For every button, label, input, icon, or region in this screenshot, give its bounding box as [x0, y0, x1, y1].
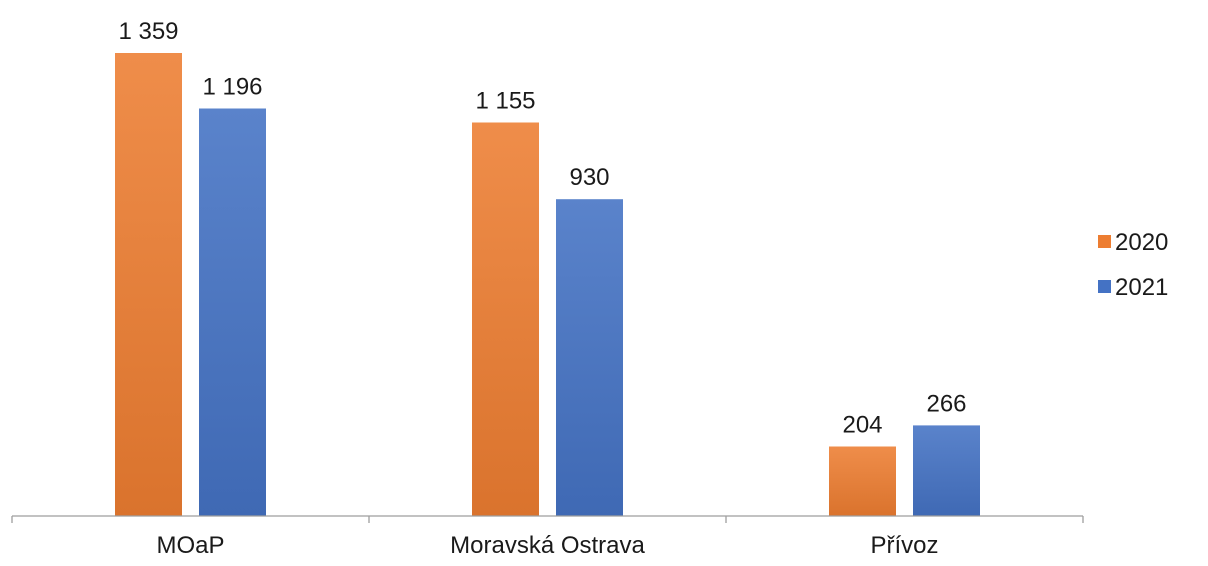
x-axis: MOaP Moravská Ostrava Přívoz — [11, 515, 1084, 559]
data-label: 266 — [926, 390, 966, 417]
x-tick-label: Přívoz — [870, 532, 938, 559]
data-label: 204 — [842, 412, 882, 439]
bars-layer — [115, 53, 980, 516]
bar-2021-1 — [556, 199, 623, 516]
bar-2021-0 — [199, 108, 266, 516]
legend-label: 2020 — [1115, 229, 1168, 256]
bar-2020-2 — [829, 446, 896, 516]
data-label: 1 359 — [118, 18, 178, 45]
data-labels-layer: 1 359 1 196 1 155 930 204 266 — [118, 18, 966, 439]
legend-swatch-2020 — [1098, 235, 1111, 248]
legend-label: 2021 — [1115, 274, 1168, 301]
legend-swatch-2021 — [1098, 280, 1111, 293]
data-label: 1 196 — [202, 74, 262, 101]
data-label: 1 155 — [475, 88, 535, 115]
legend: 2020 2021 — [1098, 229, 1168, 301]
bar-2021-2 — [913, 425, 980, 516]
x-tick-label: Moravská Ostrava — [450, 532, 645, 559]
data-label: 930 — [569, 164, 609, 191]
bar-2020-0 — [115, 53, 182, 516]
x-tick-label: MOaP — [156, 532, 224, 559]
bar-2020-1 — [472, 122, 539, 516]
